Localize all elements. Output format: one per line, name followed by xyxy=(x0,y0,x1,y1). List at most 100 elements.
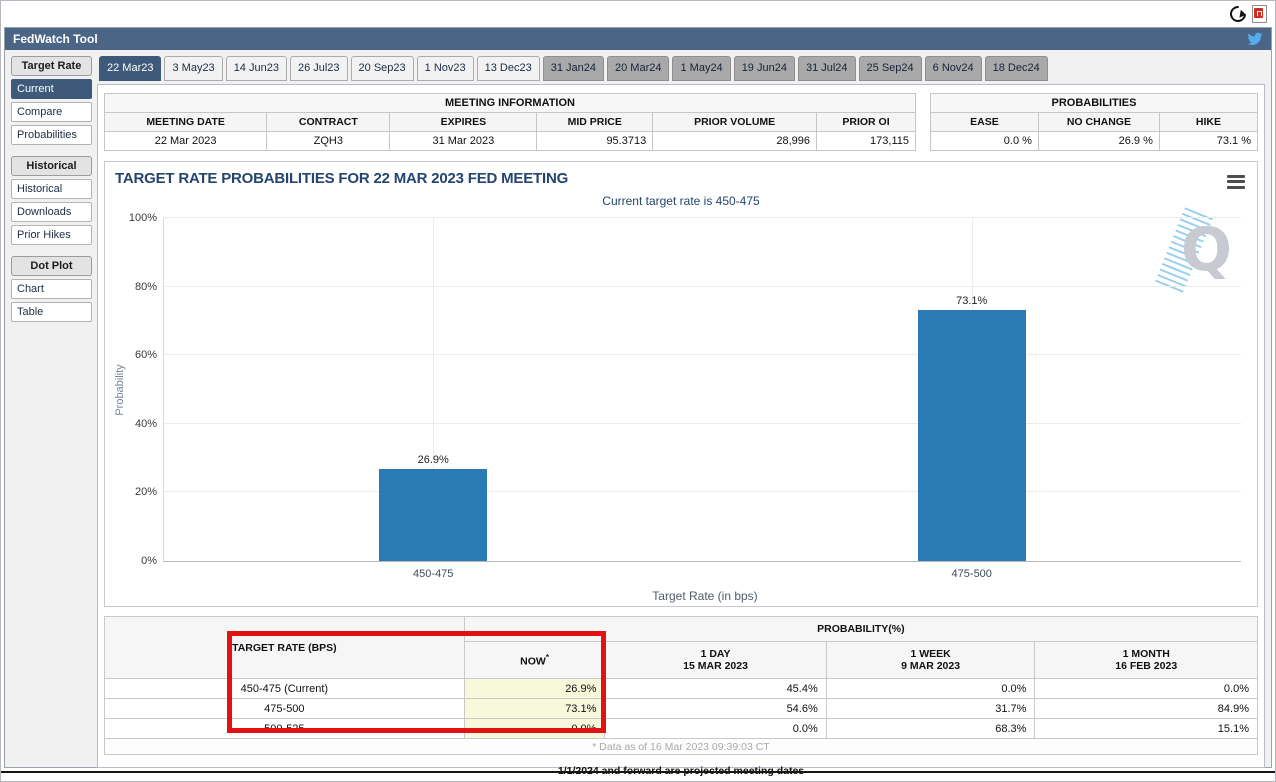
col-hike: HIKE xyxy=(1159,113,1257,132)
sidebar-item-probabilities[interactable]: Probabilities xyxy=(11,125,92,145)
bar-450-475 xyxy=(379,469,487,561)
fedwatch-window: FedWatch Tool Target Rate Current Compar… xyxy=(0,0,1276,782)
sidebar-item-table[interactable]: Table xyxy=(11,302,92,322)
no-change-value: 26.9 % xyxy=(1038,132,1159,151)
month-500-525: 15.1% xyxy=(1035,719,1258,739)
x-tick-450-475: 450-475 xyxy=(326,568,541,580)
sidebar-item-prior-hikes[interactable]: Prior Hikes xyxy=(11,225,92,245)
chart-menu-icon[interactable] xyxy=(1225,170,1247,193)
rate-450-475: 450-475 (Current) xyxy=(105,679,465,699)
pdf-export-icon[interactable] xyxy=(1252,5,1267,23)
col-ease: EASE xyxy=(931,113,1039,132)
info-row: MEETING INFORMATION MEETING DATE CONTRAC… xyxy=(104,93,1258,151)
tab-26-jul23[interactable]: 26 Jul23 xyxy=(290,56,348,81)
contract-value: ZQH3 xyxy=(267,132,390,151)
col-1-day: 1 DAY15 MAR 2023 xyxy=(605,642,826,679)
body: Target Rate Current Compare Probabilitie… xyxy=(5,50,1271,767)
x-tick-475-500: 475-500 xyxy=(864,568,1079,580)
col-prior-oi: PRIOR OI xyxy=(817,113,916,132)
now-500-525: 0.0% xyxy=(464,719,605,739)
day-450-475: 45.4% xyxy=(605,679,826,699)
refresh-icon[interactable] xyxy=(1227,3,1250,26)
ease-value: 0.0 % xyxy=(931,132,1039,151)
meeting-tabs: 22 Mar23 3 May23 14 Jun23 26 Jul23 20 Se… xyxy=(99,56,1265,81)
col-no-change: NO CHANGE xyxy=(1038,113,1159,132)
bottom-divider xyxy=(1,771,1275,773)
main-panel: MEETING INFORMATION MEETING DATE CONTRAC… xyxy=(97,84,1265,768)
y-tick-100: 100% xyxy=(129,212,157,224)
now-450-475: 26.9% xyxy=(464,679,605,699)
week-500-525: 68.3% xyxy=(826,719,1035,739)
y-tick-20: 20% xyxy=(135,486,157,498)
hike-value: 73.1 % xyxy=(1159,132,1257,151)
sidebar-group-historical: Historical Historical Downloads Prior Hi… xyxy=(11,156,92,245)
now-475-500: 73.1% xyxy=(464,699,605,719)
y-tick-40: 40% xyxy=(135,418,157,430)
probability-group-header: PROBABILITY(%) xyxy=(464,617,1257,642)
tab-14-jun23[interactable]: 14 Jun23 xyxy=(226,56,287,81)
sidebar-item-historical[interactable]: Historical xyxy=(11,179,92,199)
y-tick-60: 60% xyxy=(135,349,157,361)
table-row: 475-500 73.1% 54.6% 31.7% 84.9% xyxy=(105,699,1258,719)
sidebar-item-chart[interactable]: Chart xyxy=(11,279,92,299)
expires-value: 31 Mar 2023 xyxy=(390,132,537,151)
bar-slot-450-475: 26.9% xyxy=(326,218,541,561)
col-expires: EXPIRES xyxy=(390,113,537,132)
data-asof-footnote: * Data as of 16 Mar 2023 09:39:03 CT xyxy=(105,739,1258,755)
y-axis-title: Probability xyxy=(114,364,126,415)
meeting-info-title: MEETING INFORMATION xyxy=(105,94,916,113)
tab-13-dec23[interactable]: 13 Dec23 xyxy=(477,56,540,81)
bar-value-label-475-500: 73.1% xyxy=(956,295,987,307)
tab-31-jul24[interactable]: 31 Jul24 xyxy=(798,56,856,81)
browser-action-strip xyxy=(1,1,1275,27)
twitter-icon[interactable] xyxy=(1247,31,1263,47)
sidebar-header-historical: Historical xyxy=(11,156,92,176)
table-row: 450-475 (Current) 26.9% 45.4% 0.0% 0.0% xyxy=(105,679,1258,699)
mid-price-value: 95.3713 xyxy=(537,132,653,151)
sidebar-header-dot-plot: Dot Plot xyxy=(11,256,92,276)
sidebar-group-dot-plot: Dot Plot Chart Table xyxy=(11,256,92,322)
tab-20-mar24[interactable]: 20 Mar24 xyxy=(607,56,669,81)
month-450-475: 0.0% xyxy=(1035,679,1258,699)
probabilities-summary-table: PROBABILITIES EASE NO CHANGE HIKE 0.0 % … xyxy=(930,93,1258,151)
bar-slot-475-500: 73.1% xyxy=(864,218,1079,561)
prior-oi-value: 173,115 xyxy=(817,132,916,151)
sidebar-item-downloads[interactable]: Downloads xyxy=(11,202,92,222)
chart-subtitle: Current target rate is 450-475 xyxy=(115,194,1247,208)
probabilities-title: PROBABILITIES xyxy=(931,94,1258,113)
col-1-month: 1 MONTH16 FEB 2023 xyxy=(1035,642,1258,679)
probability-table: TARGET RATE (BPS) PROBABILITY(%) NOW* 1 … xyxy=(104,616,1258,755)
tab-22-mar23[interactable]: 22 Mar23 xyxy=(99,56,161,81)
chart-title: TARGET RATE PROBABILITIES FOR 22 MAR 202… xyxy=(115,170,568,187)
col-contract: CONTRACT xyxy=(267,113,390,132)
tab-20-sep23[interactable]: 20 Sep23 xyxy=(351,56,414,81)
sidebar-item-current[interactable]: Current xyxy=(11,79,92,99)
y-tick-0: 0% xyxy=(141,555,157,567)
tab-19-jun24[interactable]: 19 Jun24 xyxy=(734,56,795,81)
probability-table-panel: TARGET RATE (BPS) PROBABILITY(%) NOW* 1 … xyxy=(104,616,1258,755)
col-target-rate-bps: TARGET RATE (BPS) xyxy=(105,617,465,679)
meeting-information-table: MEETING INFORMATION MEETING DATE CONTRAC… xyxy=(104,93,916,151)
chart-panel: TARGET RATE PROBABILITIES FOR 22 MAR 202… xyxy=(104,161,1258,607)
chart-header: TARGET RATE PROBABILITIES FOR 22 MAR 202… xyxy=(115,170,1247,193)
meeting-date-value: 22 Mar 2023 xyxy=(105,132,267,151)
month-475-500: 84.9% xyxy=(1035,699,1258,719)
tab-31-jan24[interactable]: 31 Jan24 xyxy=(543,56,604,81)
sidebar-group-target-rate: Target Rate Current Compare Probabilitie… xyxy=(11,56,92,145)
bar-value-label-450-475: 26.9% xyxy=(418,454,449,466)
tab-1-nov23[interactable]: 1 Nov23 xyxy=(417,56,474,81)
tab-3-may23[interactable]: 3 May23 xyxy=(164,56,222,81)
tab-1-may24[interactable]: 1 May24 xyxy=(672,56,730,81)
y-tick-80: 80% xyxy=(135,281,157,293)
bar-chart-plot: Probability 0% 20% 40% 60% xyxy=(163,218,1241,562)
tab-25-sep24[interactable]: 25 Sep24 xyxy=(859,56,922,81)
sidebar-item-compare[interactable]: Compare xyxy=(11,102,92,122)
col-mid-price: MID PRICE xyxy=(537,113,653,132)
day-475-500: 54.6% xyxy=(605,699,826,719)
rate-475-500: 475-500 xyxy=(105,699,465,719)
sidebar: Target Rate Current Compare Probabilitie… xyxy=(5,56,97,767)
tab-6-nov24[interactable]: 6 Nov24 xyxy=(925,56,982,81)
tab-18-dec24[interactable]: 18 Dec24 xyxy=(985,56,1048,81)
table-row: 500-525 0.0% 0.0% 68.3% 15.1% xyxy=(105,719,1258,739)
x-axis-title: Target Rate (in bps) xyxy=(163,589,1247,603)
